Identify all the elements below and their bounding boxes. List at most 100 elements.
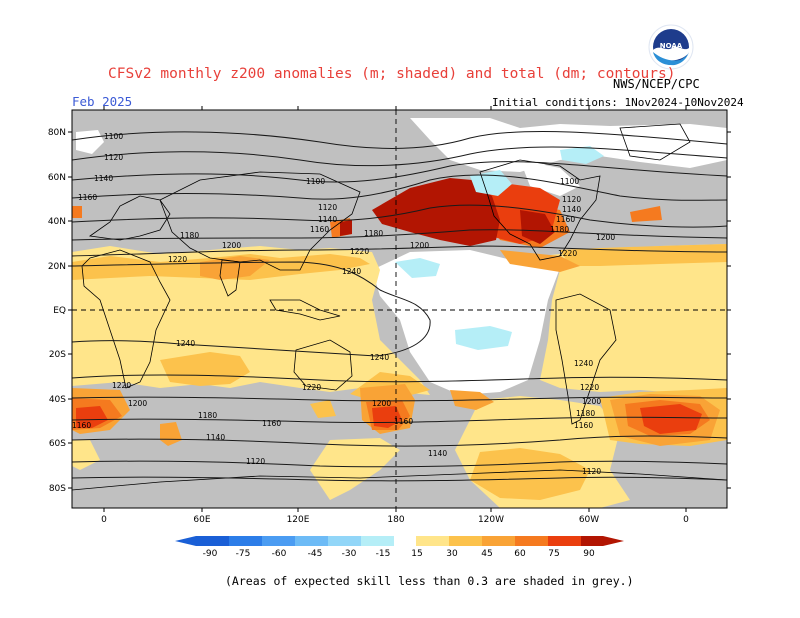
chart-title: CFSv2 monthly z200 anomalies (m; shaded)… [108,66,676,82]
latitude-axis: 80N 60N 40N 20N EQ 20S 40S 60S 80S [48,128,731,494]
lon-label: 0 [683,515,689,525]
colorbar-swatch [548,536,581,546]
svg-text:1240: 1240 [176,339,195,348]
svg-text:1200: 1200 [128,399,147,408]
svg-text:1180: 1180 [198,411,217,420]
noaa-logo-icon: NOAA [648,24,694,70]
svg-text:1200: 1200 [582,397,601,406]
svg-text:1120: 1120 [318,203,337,212]
svg-text:1140: 1140 [428,449,447,458]
agency-label: NWS/NCEP/CPC [613,77,700,91]
colorbar-swatch [394,536,416,546]
colorbar-swatch [482,536,515,546]
svg-text:1220: 1220 [580,383,599,392]
lat-label: 60N [48,173,66,183]
colorbar-tick: 30 [446,549,458,559]
svg-text:1240: 1240 [574,359,593,368]
svg-text:1220: 1220 [558,249,577,258]
svg-text:1180: 1180 [550,225,569,234]
longitude-axis: 0 60E 120E 180 120W 60W 0 [101,106,689,525]
lon-label: 0 [101,515,107,525]
svg-text:1240: 1240 [370,353,389,362]
svg-text:1160: 1160 [394,417,413,426]
svg-text:1160: 1160 [310,225,329,234]
colorbar-tick: 45 [481,549,492,559]
anomaly-15-30-regions [72,244,727,508]
lon-label: 120W [478,515,504,525]
colorbar-tick: -90 [203,549,218,559]
lon-label: 180 [387,515,404,525]
svg-text:1200: 1200 [372,399,391,408]
colorbar-tick: 15 [411,549,422,559]
svg-text:1220: 1220 [302,383,321,392]
lat-label: 80N [48,128,66,138]
svg-text:1200: 1200 [596,233,615,242]
colorbar-tick: 60 [514,549,526,559]
colorbar-swatch [515,536,548,546]
svg-text:1100: 1100 [306,177,325,186]
svg-text:1180: 1180 [576,409,595,418]
svg-text:1120: 1120 [104,153,123,162]
colorbar-left-arrow [175,536,196,546]
lon-label: 60E [193,515,210,525]
colorbar-swatch [581,536,603,546]
anomaly-above-90-region [372,178,500,246]
colorbar: -90 -75 -60 -45 -30 -15 15 30 45 60 75 9… [175,536,624,559]
svg-text:1120: 1120 [562,195,581,204]
svg-text:NOAA: NOAA [660,42,683,50]
svg-text:1220: 1220 [350,247,369,256]
svg-text:1100: 1100 [560,177,579,186]
skill-footnote: (Areas of expected skill less than 0.3 a… [225,574,634,588]
colorbar-swatch [328,536,361,546]
colorbar-tick: -15 [376,549,391,559]
contour-labels: 1100 1120 1140 1160 1180 1200 1220 1100 … [72,132,615,476]
colorbar-tick: 75 [548,549,559,559]
colorbar-tick: -45 [308,549,323,559]
svg-text:1200: 1200 [410,241,429,250]
colorbar-swatch [262,536,295,546]
svg-text:1180: 1180 [180,231,199,240]
colorbar-swatch [229,536,262,546]
svg-text:1160: 1160 [262,419,281,428]
lon-label: 60W [579,515,599,525]
lat-label: 40S [49,395,66,405]
height-contours [72,130,727,482]
svg-text:1160: 1160 [78,193,97,202]
colorbar-swatch [449,536,482,546]
map-panel: 1100 1120 1140 1160 1180 1200 1220 1100 … [72,110,727,508]
colorbar-swatch [416,536,449,546]
svg-text:1160: 1160 [574,421,593,430]
map-frame [71,109,728,509]
lat-label: EQ [53,306,66,316]
svg-text:1220: 1220 [112,381,131,390]
svg-text:1120: 1120 [582,467,601,476]
colorbar-swatch [361,536,394,546]
anomaly-negative-regions [395,146,604,350]
colorbar-tick: 90 [583,549,595,559]
colorbar-swatch [295,536,328,546]
lon-label: 120E [287,515,310,525]
coastlines [72,123,727,491]
lat-label: 20N [48,262,66,272]
lat-label: 40N [48,217,66,227]
svg-text:1160: 1160 [72,421,91,430]
svg-text:1140: 1140 [206,433,225,442]
colorbar-tick: -75 [236,549,251,559]
svg-text:1140: 1140 [318,215,337,224]
colorbar-tick: -30 [342,549,357,559]
initial-conditions: Initial conditions: 1Nov2024-10Nov2024 [492,96,744,109]
svg-text:1240: 1240 [342,267,361,276]
svg-text:1120: 1120 [246,457,265,466]
colorbar-swatch [196,536,229,546]
svg-text:1160: 1160 [556,215,575,224]
forecast-month: Feb 2025 [72,94,133,109]
lat-label: 20S [49,350,66,360]
svg-text:1140: 1140 [94,174,113,183]
svg-text:1140: 1140 [562,205,581,214]
colorbar-tick: -60 [272,549,287,559]
lat-label: 60S [49,439,66,449]
colorbar-right-arrow [603,536,624,546]
svg-text:1100: 1100 [104,132,123,141]
svg-text:1180: 1180 [364,229,383,238]
